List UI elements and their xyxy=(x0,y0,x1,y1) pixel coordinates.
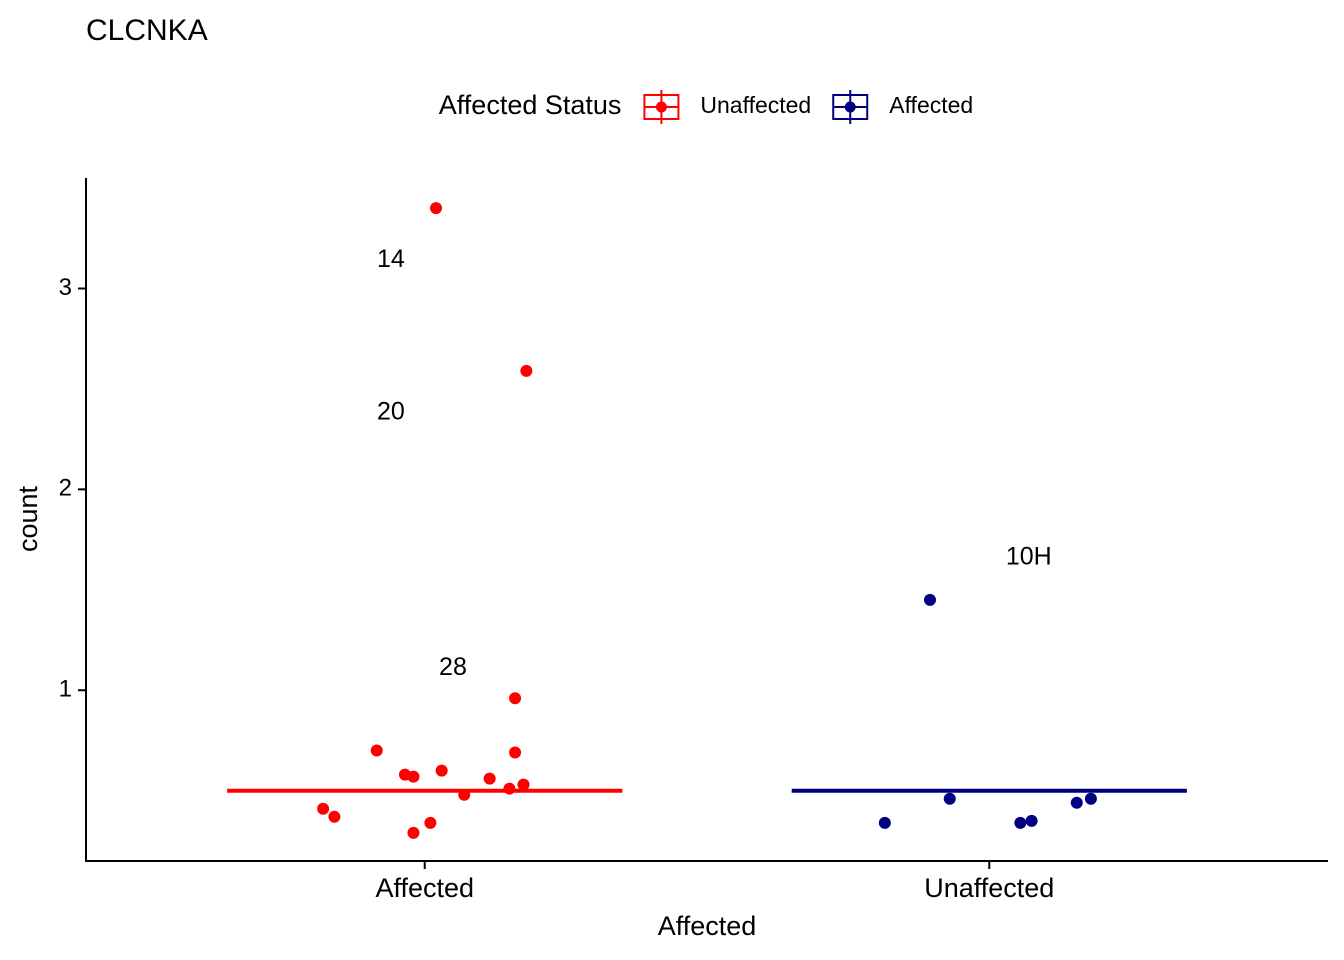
point xyxy=(878,816,891,829)
point xyxy=(1014,816,1027,829)
x-tick-label: Unaffected xyxy=(924,873,1054,903)
point xyxy=(370,744,383,757)
x-axis-label: Affected xyxy=(658,911,757,941)
annotation: 10H xyxy=(1006,542,1052,570)
point xyxy=(923,593,936,606)
point xyxy=(407,770,420,783)
point xyxy=(1025,814,1038,827)
y-tick-label: 3 xyxy=(59,274,72,301)
point xyxy=(407,826,420,839)
x-tick-label: Affected xyxy=(375,873,474,903)
annotation: 28 xyxy=(439,653,467,681)
point xyxy=(1084,792,1097,805)
chart-title: CLCNKA xyxy=(86,14,208,47)
point xyxy=(509,692,522,705)
point xyxy=(503,782,516,795)
point xyxy=(328,810,341,823)
point xyxy=(430,202,443,215)
y-tick-label: 1 xyxy=(59,676,72,703)
point xyxy=(458,788,471,801)
point xyxy=(483,772,496,785)
legend-label: Affected xyxy=(889,92,973,118)
point xyxy=(517,778,530,791)
point xyxy=(943,792,956,805)
y-axis-label: count xyxy=(13,485,43,552)
y-tick-label: 2 xyxy=(59,475,72,502)
legend-title: Affected Status xyxy=(439,90,622,120)
legend-label: Unaffected xyxy=(700,92,811,118)
annotation: 14 xyxy=(377,245,405,273)
point xyxy=(520,364,533,377)
annotation: 20 xyxy=(377,398,405,426)
point xyxy=(509,746,522,759)
point xyxy=(1070,796,1083,809)
point xyxy=(435,764,448,777)
point xyxy=(424,816,437,829)
legend-key xyxy=(844,101,856,113)
point xyxy=(317,802,330,815)
legend-key xyxy=(655,101,667,113)
